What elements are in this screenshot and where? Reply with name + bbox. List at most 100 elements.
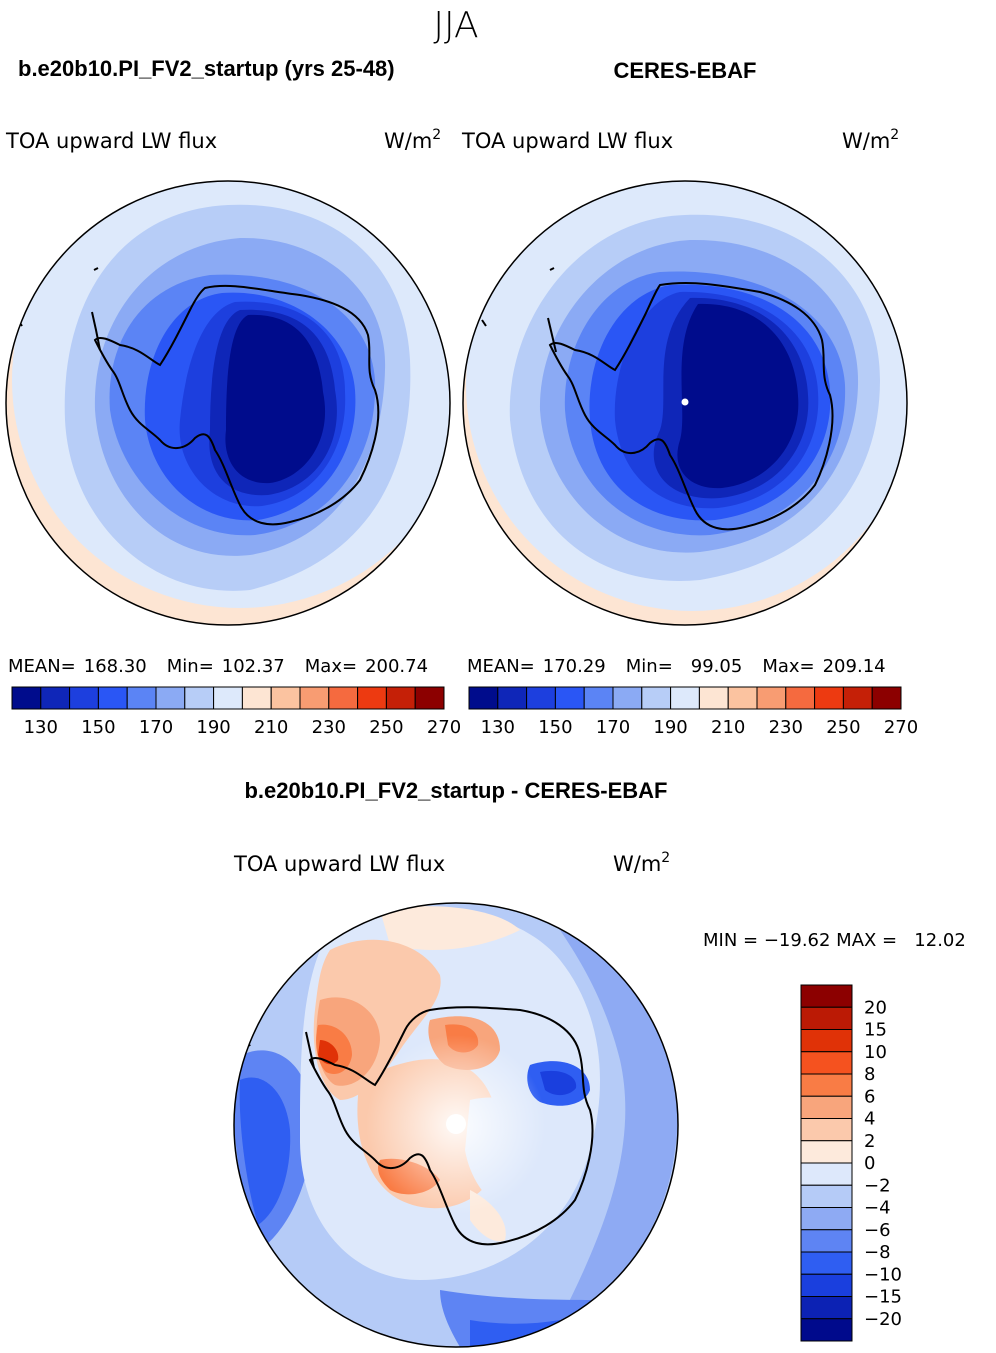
model-case-title: b.e20b10.PI_FV2_startup (yrs 25-48): [18, 56, 395, 81]
model-colorbar: 130 150 170 190 210 230 250 270: [11, 686, 461, 738]
model-colorbar-swatch-3: [97, 686, 128, 710]
diff-colorbar-swatch-8: [800, 1162, 853, 1186]
diff-colorbar-swatch-1: [800, 1006, 853, 1030]
model-colorbar-tick-label: 170: [139, 717, 173, 738]
model-map-border: [5, 180, 451, 626]
model-mean-value: 168.30: [84, 656, 147, 677]
model-colorbar-tick-label: 230: [312, 717, 346, 738]
model-colorbar-swatch-5: [155, 686, 186, 710]
obs-colorbar-swatch-12: [814, 686, 844, 710]
diff-colorbar-tick-label: 6: [864, 1086, 875, 1107]
diff-colorbar-tick-label: 0: [864, 1153, 875, 1174]
obs-colorbar-swatch-9: [727, 686, 758, 710]
diff-colorbar-swatch-0: [800, 984, 853, 1008]
diff-coastline: [308, 1006, 594, 1246]
diff-colorbar-swatch-2: [800, 1029, 853, 1053]
obs-mean-label: MEAN=: [467, 656, 535, 677]
model-colorbar-swatch-6: [184, 686, 215, 710]
diff-colorbar-tick-label: −20: [864, 1309, 902, 1330]
model-colorbar-swatch-4: [126, 686, 157, 710]
diff-colorbar-swatch-15: [800, 1318, 853, 1342]
obs-max-label: Max=: [762, 656, 814, 677]
diff-colorbar-swatch-9: [800, 1184, 853, 1208]
obs-variable-label: TOA upward LW flux: [461, 129, 673, 153]
obs-case-title: CERES-EBAF: [613, 58, 756, 83]
diff-colorbar-swatch-11: [800, 1229, 853, 1253]
diff-colorbar-swatch-3: [800, 1051, 853, 1075]
obs-colorbar-tick-label: 170: [596, 717, 630, 738]
obs-colorbar-swatch-13: [842, 686, 873, 710]
obs-colorbar-swatch-8: [698, 686, 729, 710]
model-colorbar-swatch-0: [11, 686, 42, 710]
model-colorbar-swatch-12: [357, 686, 387, 710]
diff-colorbar-swatch-14: [800, 1296, 853, 1320]
model-colorbar-tick-label: 270: [427, 717, 461, 738]
obs-colorbar-swatch-3: [554, 686, 585, 710]
obs-colorbar-tick-label: 130: [481, 717, 515, 738]
obs-colorbar-swatch-4: [583, 686, 614, 710]
diff-minmax-label: MIN = −19.62 MAX = 12.02: [703, 930, 966, 951]
diff-colorbar-swatch-5: [800, 1095, 853, 1119]
diff-colorbar-tick-label: −6: [864, 1220, 891, 1241]
model-colorbar-swatch-9: [270, 686, 301, 710]
obs-colorbar-tick-label: 190: [653, 717, 687, 738]
model-colorbar-swatch-10: [299, 686, 330, 710]
model-variable-label: TOA upward LW flux: [5, 129, 217, 153]
model-stats-line: MEAN= 168.30 Min= 102.37 Max= 200.74: [8, 656, 428, 677]
diff-colorbar-tick-label: 8: [864, 1064, 875, 1085]
obs-units-label: W/m2: [842, 127, 899, 153]
panel-model: b.e20b10.PI_FV2_startup (yrs 25-48) TOA …: [5, 56, 461, 738]
obs-colorbar-swatch-5: [612, 686, 643, 710]
model-units-label: W/m2: [384, 127, 441, 153]
obs-colorbar-tick-label: 210: [711, 717, 745, 738]
obs-stats-line: MEAN= 170.29 Min= 99.05 Max= 209.14: [467, 656, 886, 677]
obs-map: [463, 181, 907, 625]
obs-colorbar-swatch-0: [468, 686, 499, 710]
model-min-value: 102.37: [222, 656, 285, 677]
obs-colorbar-swatch-2: [526, 686, 556, 710]
diff-colorbar-tick-label: −4: [864, 1198, 891, 1219]
diff-colorbar-tick-label: −15: [864, 1287, 902, 1308]
model-min-label: Min=: [167, 656, 214, 677]
panel-observations: CERES-EBAF TOA upward LW flux W/m2 MEAN=…: [461, 58, 918, 738]
model-colorbar-tick-label: 250: [369, 717, 403, 738]
model-colorbar-tick-label: 150: [81, 717, 115, 738]
obs-colorbar-swatch-10: [756, 686, 787, 710]
model-colorbar-tick-label: 210: [254, 717, 288, 738]
model-coastline: [93, 284, 380, 526]
diff-colorbar-swatch-13: [800, 1273, 853, 1297]
obs-colorbar-swatch-1: [497, 686, 528, 710]
model-colorbar-tick-label: 130: [24, 717, 58, 738]
model-colorbar-swatch-1: [40, 686, 71, 710]
obs-max-value: 209.14: [823, 656, 886, 677]
panel-difference: b.e20b10.PI_FV2_startup - CERES-EBAF TOA…: [233, 778, 966, 1348]
model-colorbar-swatch-8: [241, 686, 272, 710]
obs-colorbar-tick-label: 150: [538, 717, 572, 738]
obs-colorbar-swatch-7: [670, 686, 700, 710]
diff-colorbar-tick-label: 15: [864, 1020, 887, 1041]
model-max-label: Max=: [305, 656, 357, 677]
model-colorbar-swatch-13: [385, 686, 416, 710]
diff-colorbar-tick-label: −10: [864, 1264, 902, 1285]
diff-colorbar-swatch-6: [800, 1118, 853, 1142]
obs-colorbar-tick-label: 230: [769, 717, 803, 738]
diff-colorbar-swatch-4: [800, 1073, 853, 1097]
diff-colorbar-tick-label: 2: [864, 1131, 875, 1152]
obs-mean-value: 170.29: [543, 656, 606, 677]
diff-colorbar-tick-label: −2: [864, 1175, 891, 1196]
diff-colorbar-swatch-7: [800, 1140, 853, 1164]
obs-colorbar-tick-label: 270: [884, 717, 918, 738]
diff-map: [234, 903, 678, 1347]
model-mean-label: MEAN=: [8, 656, 76, 677]
model-colorbar-swatch-11: [328, 686, 359, 710]
diff-case-title: b.e20b10.PI_FV2_startup - CERES-EBAF: [244, 778, 667, 803]
diff-colorbar-swatch-10: [800, 1207, 853, 1231]
diff-colorbar-tick-label: −8: [864, 1242, 891, 1263]
model-colorbar-swatch-14: [414, 686, 445, 710]
obs-colorbar-tick-label: 250: [826, 717, 860, 738]
diff-units-label: W/m2: [613, 850, 670, 876]
diff-colorbar-tick-label: 20: [864, 997, 887, 1018]
model-max-value: 200.74: [365, 656, 428, 677]
model-colorbar-tick-label: 190: [196, 717, 230, 738]
